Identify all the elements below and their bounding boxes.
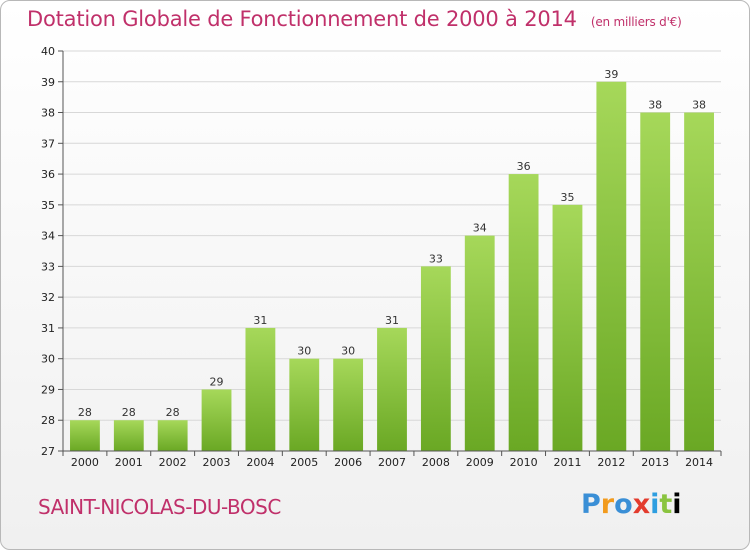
bars — [70, 81, 714, 452]
x-tick-label: 2006 — [334, 456, 362, 469]
value-label: 30 — [341, 345, 355, 358]
y-tick-label: 29 — [41, 383, 55, 396]
value-label: 28 — [166, 406, 180, 419]
value-label: 38 — [692, 99, 706, 112]
chart-unit: (en milliers d'€) — [590, 15, 682, 29]
logo-letter: o — [614, 489, 633, 520]
logo-letter: i — [650, 489, 660, 520]
commune-name: SAINT-NICOLAS-DU-BOSC — [38, 495, 281, 519]
x-tick-label: 2008 — [422, 456, 450, 469]
bar-2002 — [157, 420, 188, 451]
value-label: 29 — [210, 375, 224, 388]
bar-2005 — [289, 358, 320, 451]
x-tick-label: 2004 — [246, 456, 274, 469]
y-tick-label: 39 — [41, 76, 55, 89]
bar-2000 — [70, 420, 100, 451]
y-tick-label: 35 — [41, 199, 55, 212]
x-tick-label: 2010 — [510, 456, 538, 469]
logo-letter: r — [600, 489, 615, 520]
logo-letter: x — [632, 489, 651, 520]
y-tick-label: 36 — [41, 168, 55, 181]
bar-2011 — [552, 204, 583, 451]
value-label: 28 — [122, 406, 136, 419]
value-label: 31 — [385, 314, 399, 327]
y-tick-label: 28 — [41, 414, 55, 427]
value-label: 28 — [78, 406, 92, 419]
bar-2009 — [464, 235, 495, 451]
bar-2004 — [245, 327, 276, 451]
bar-2013 — [640, 112, 671, 452]
value-label: 31 — [253, 314, 267, 327]
logo-letter: i — [672, 489, 682, 520]
y-tick-label: 31 — [41, 322, 55, 335]
y-tick-label: 27 — [41, 445, 55, 458]
x-tick-label: 2007 — [378, 456, 406, 469]
x-tick-label: 2001 — [115, 456, 143, 469]
logo-letter: t — [659, 489, 673, 520]
value-label: 38 — [648, 99, 662, 112]
value-label: 33 — [429, 252, 443, 265]
proxiti-logo[interactable]: Proxiti — [581, 489, 682, 520]
x-tick-label: 2009 — [466, 456, 494, 469]
x-tick-label: 2003 — [203, 456, 231, 469]
y-tick-label: 32 — [41, 291, 55, 304]
x-tick-label: 2012 — [597, 456, 625, 469]
axes — [58, 50, 722, 456]
x-tick-label: 2002 — [159, 456, 187, 469]
y-tick-label: 34 — [41, 230, 55, 243]
chart-title: Dotation Globale de Fonctionnement de 20… — [27, 7, 682, 31]
bar-2006 — [333, 358, 364, 451]
x-tick-label: 2014 — [685, 456, 713, 469]
value-label: 36 — [517, 160, 531, 173]
x-tick-label: 2005 — [290, 456, 318, 469]
x-tick-label: 2013 — [641, 456, 669, 469]
bar-2008 — [420, 266, 451, 451]
bar-2003 — [201, 389, 232, 451]
y-tick-label: 37 — [41, 137, 55, 150]
value-label: 30 — [297, 345, 311, 358]
logo-letter: P — [581, 489, 601, 520]
x-tick-label: 2000 — [71, 456, 99, 469]
bar-2001 — [113, 420, 144, 451]
y-tick-label: 38 — [41, 107, 55, 120]
x-tick-label: 2011 — [553, 456, 581, 469]
value-label: 35 — [560, 191, 574, 204]
bar-2010 — [508, 174, 539, 452]
bar-2012 — [596, 81, 627, 452]
value-label: 34 — [473, 222, 487, 235]
y-tick-label: 40 — [41, 45, 55, 58]
y-tick-label: 33 — [41, 260, 55, 273]
bar-2014 — [684, 112, 714, 452]
y-tick-label: 30 — [41, 353, 55, 366]
value-label: 39 — [604, 68, 618, 81]
bar-2007 — [377, 327, 407, 451]
labels: 27 28 29 30 31 32 33 34 35 36 37 38 39 40 2000 28 2001 28… — [41, 45, 713, 469]
